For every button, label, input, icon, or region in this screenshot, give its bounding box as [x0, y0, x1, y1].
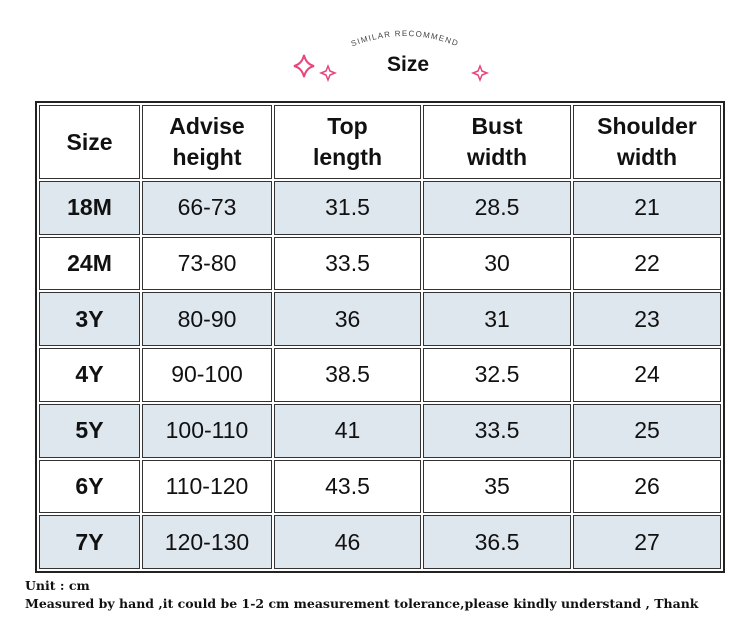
table-cell: 73-80 — [142, 236, 272, 291]
table-cell: 90-100 — [142, 348, 272, 402]
table-cell: 33.5 — [423, 403, 571, 458]
header-row: Size Advise height Top length Bust width Sho… — [39, 105, 721, 179]
table-cell: 24 — [573, 348, 721, 402]
subtitle: SIMILAR RECOMMEND — [350, 29, 460, 48]
table-cell: 36 — [274, 292, 421, 347]
table-row: 5Y 100-110 41 33.5 25 — [39, 403, 721, 458]
sparkle — [470, 63, 490, 83]
table-cell: 18M — [39, 181, 140, 235]
table-cell: 5Y — [39, 403, 140, 458]
table-cell: 22 — [573, 236, 721, 291]
column-header: Top length — [274, 105, 421, 179]
table-cell: 26 — [573, 459, 721, 514]
column-header: Size — [39, 105, 140, 179]
column-header: Shoulder width — [573, 105, 721, 179]
table-cell: 7Y — [39, 515, 140, 569]
table-cell: 66-73 — [142, 181, 272, 235]
table-cell: 120-130 — [142, 515, 272, 569]
table-cell: 3Y — [39, 292, 140, 347]
table-cell: 36.5 — [423, 515, 571, 569]
header: SIMILAR RECOMMEND Size — [293, 29, 490, 83]
table-cell: 46 — [274, 515, 421, 569]
table-cell: 21 — [573, 181, 721, 235]
table-row: 24M 73-80 33.5 30 22 — [39, 236, 721, 291]
tolerance-note: Measured by hand ,it could be 1-2 cm mea… — [25, 596, 699, 611]
table-cell: 4Y — [39, 348, 140, 402]
unit-note: Unit : cm — [25, 578, 90, 593]
table-body: 18M 66-73 31.5 28.5 21 24M 73-80 33.5 30 22 3Y 80-9… — [39, 181, 721, 569]
table-cell: 31.5 — [274, 181, 421, 235]
table-cell: 31 — [423, 292, 571, 347]
table-cell: 100-110 — [142, 403, 272, 458]
table-cell: 28.5 — [423, 181, 571, 235]
table-cell: 41 — [274, 403, 421, 458]
title: Size — [387, 53, 429, 76]
sparkle — [318, 63, 338, 83]
table-cell: 32.5 — [423, 348, 571, 402]
table-row: 18M 66-73 31.5 28.5 21 — [39, 181, 721, 235]
table-row: 7Y 120-130 46 36.5 27 — [39, 515, 721, 569]
table-row: 4Y 90-100 38.5 32.5 24 — [39, 348, 721, 402]
table-cell: 43.5 — [274, 459, 421, 514]
table-cell: 25 — [573, 403, 721, 458]
table-cell: 33.5 — [274, 236, 421, 291]
table-cell: 24M — [39, 236, 140, 291]
table-cell: 38.5 — [274, 348, 421, 402]
column-header: Advise height — [142, 105, 272, 179]
table-row: 3Y 80-90 36 31 23 — [39, 292, 721, 347]
table-cell: 6Y — [39, 459, 140, 514]
size-table: Size Advise height Top length Bust width Sho… — [35, 101, 725, 573]
table-cell: 27 — [573, 515, 721, 569]
column-header: Bust width — [423, 105, 571, 179]
table-cell: 110-120 — [142, 459, 272, 514]
sparkle — [293, 54, 315, 78]
table-row: 6Y 110-120 43.5 35 26 — [39, 459, 721, 514]
table-cell: 30 — [423, 236, 571, 291]
table-cell: 35 — [423, 459, 571, 514]
table-cell: 80-90 — [142, 292, 272, 347]
subtitle-path: SIMILAR RECOMMEND — [350, 29, 459, 48]
table-cell: 23 — [573, 292, 721, 347]
